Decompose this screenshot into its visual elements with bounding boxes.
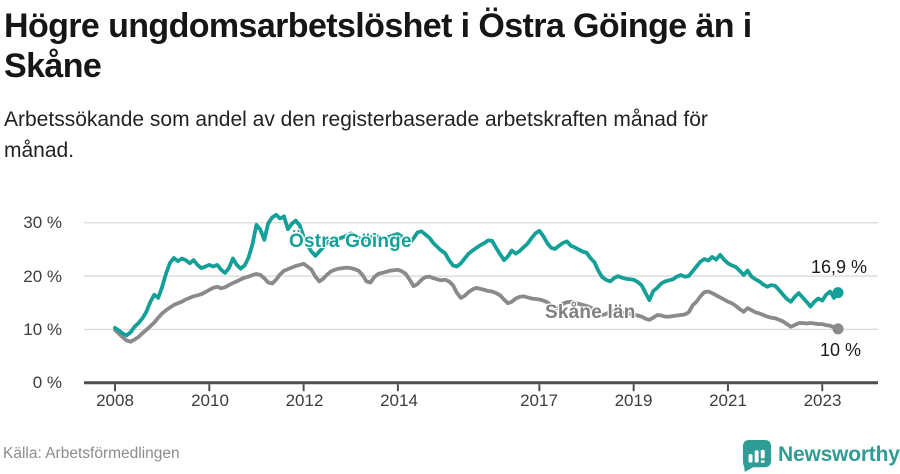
y-tick-label-30: 30 % bbox=[23, 213, 62, 232]
page-title: Högre ungdomsarbetslöshet i Östra Göinge… bbox=[4, 6, 874, 86]
end-value-label-skane-lan: 10 % bbox=[820, 340, 862, 360]
y-tick-label-20: 20 % bbox=[23, 266, 62, 286]
title-line-1: Högre ungdomsarbetslöshet i Östra Göinge… bbox=[4, 7, 752, 45]
series-label-skane-lan: Skåne län bbox=[545, 302, 636, 323]
x-tick-label-2017: 2017 bbox=[520, 391, 558, 410]
subtitle-line-1: Arbetssökande som andel av den registerb… bbox=[4, 108, 708, 131]
x-tick-label-2023: 2023 bbox=[803, 391, 842, 410]
subtitle-line-2: månad. bbox=[4, 139, 75, 162]
newsworthy-logo-icon bbox=[742, 439, 772, 472]
newsworthy-brand-text: Newsworthy bbox=[778, 443, 900, 466]
source-attribution: Källa: Arbetsförmedlingen bbox=[3, 445, 180, 462]
x-tick-label-2010: 2010 bbox=[191, 391, 229, 410]
x-tick-label-2019: 2019 bbox=[614, 391, 653, 410]
x-tick-label-2012: 2012 bbox=[285, 391, 324, 410]
series-label-ostra-goinge: Östra Göinge bbox=[289, 231, 412, 252]
y-tick-label-0: 0 % bbox=[32, 373, 62, 393]
y-tick-label-10: 10 % bbox=[23, 319, 62, 339]
chart-subtitle: Arbetssökande som andel av den registerb… bbox=[4, 104, 844, 166]
title-line-2: Skåne bbox=[4, 47, 102, 85]
end-value-label-ostra-goinge: 16,9 % bbox=[811, 257, 868, 277]
x-tick-label-2014: 2014 bbox=[380, 391, 418, 410]
x-tick-label-2008: 2008 bbox=[96, 391, 134, 410]
x-tick-label-2021: 2021 bbox=[709, 391, 747, 410]
newsworthy-brand: Newsworthy bbox=[742, 438, 900, 472]
